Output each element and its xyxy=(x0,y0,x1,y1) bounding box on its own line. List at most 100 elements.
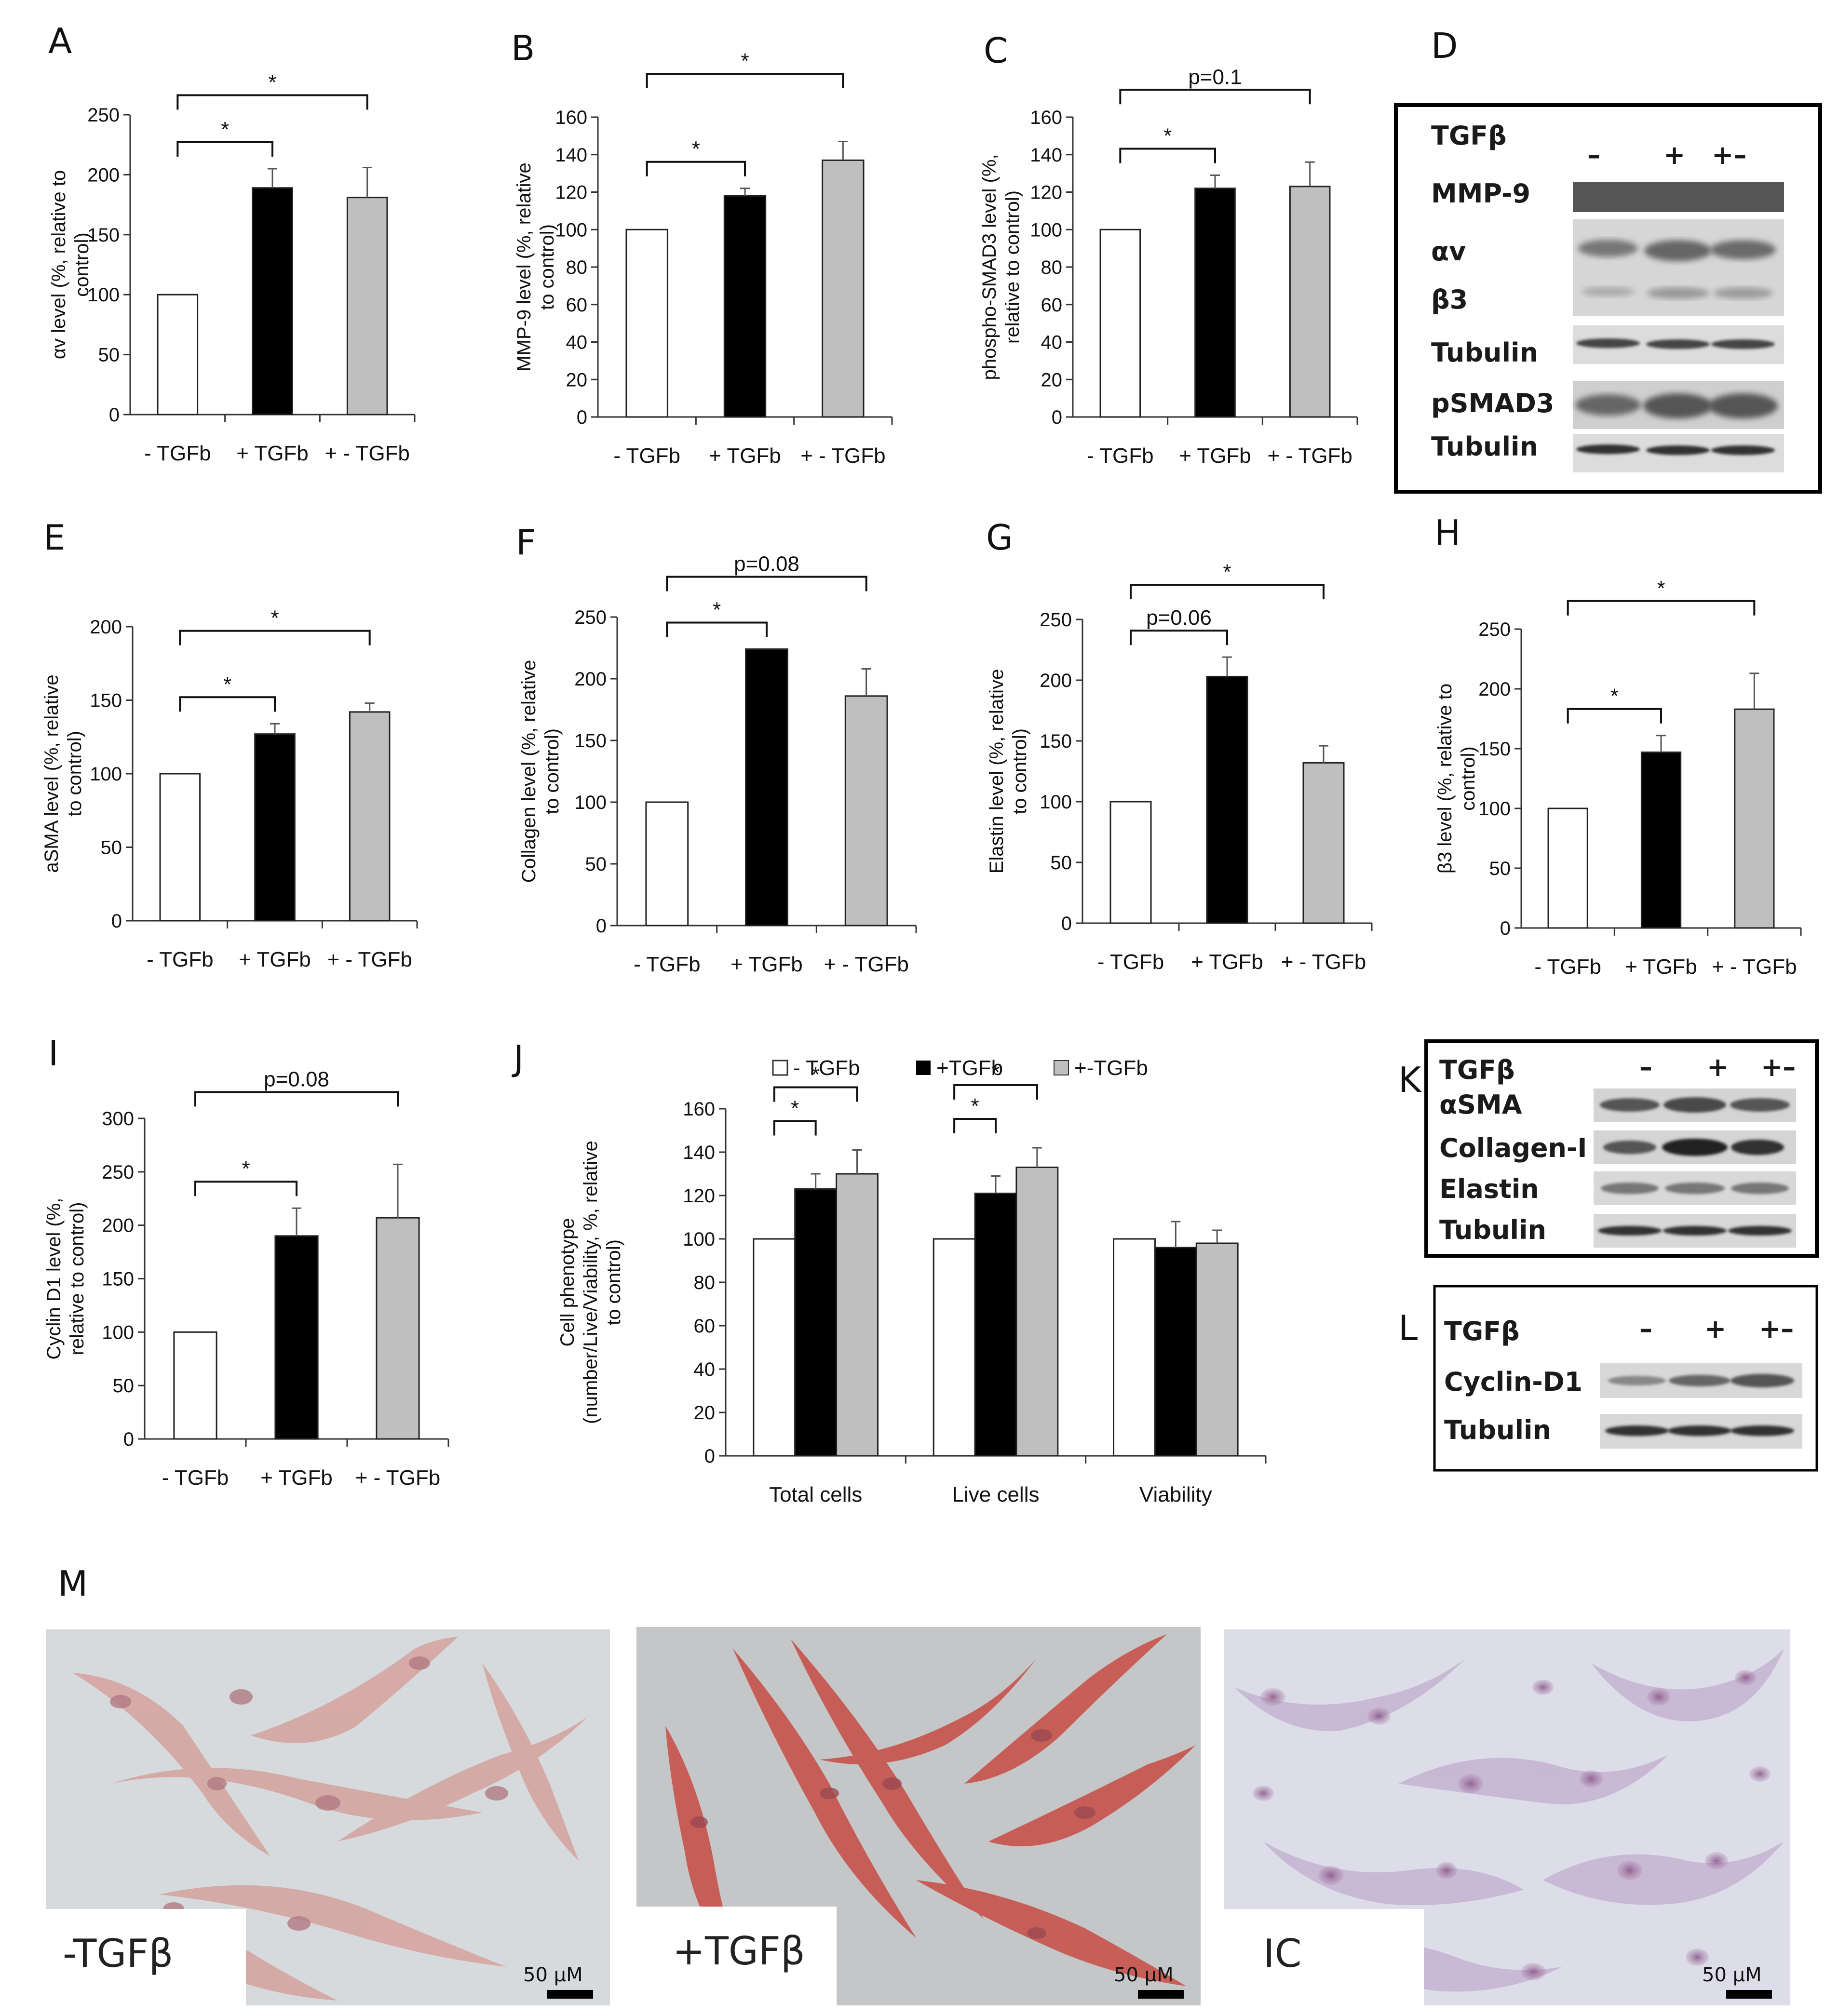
x-tick-label: Viability xyxy=(1139,1483,1212,1506)
bar xyxy=(753,1238,796,1457)
blot-k-frame xyxy=(1424,1039,1819,1258)
y-tick-label: 50 xyxy=(113,1375,135,1397)
x-tick-label: + - TGFb xyxy=(1267,444,1352,468)
y-axis-label-line: to control) xyxy=(541,728,563,814)
significance-label: p=0.1 xyxy=(1188,65,1242,89)
x-tick-label: + TGFb xyxy=(1179,444,1251,468)
western-blot-k: K TGFβ – + +– αSMA Collagen-I Elastin Tu… xyxy=(1398,1039,1819,1258)
x-tick-label: + TGFb xyxy=(1625,955,1697,979)
y-tick-label: 100 xyxy=(1040,792,1072,813)
y-axis-label-line: to control) xyxy=(537,224,558,310)
blot-d-lane-3: +– xyxy=(1712,140,1746,170)
bar xyxy=(1015,1167,1059,1457)
blot-l-lane-3: +– xyxy=(1759,1314,1794,1344)
y-tick-label: 100 xyxy=(87,284,120,306)
chart-c: C 0 20 40 60 80 100 120 140 160 phospho-SMAD3 leve… xyxy=(979,30,1358,468)
panel-label-m: M xyxy=(58,1563,88,1604)
bar xyxy=(274,1235,319,1440)
bar xyxy=(645,801,689,927)
y-tick-label: 120 xyxy=(683,1185,715,1207)
significance-label: * xyxy=(692,137,700,161)
y-tick-label: 20 xyxy=(1041,369,1063,390)
significance-label: * xyxy=(223,672,231,696)
significance-bracket xyxy=(773,1120,817,1136)
y-axis-label-line: Collagen level (%, relative xyxy=(518,660,540,883)
y-tick-label: 0 xyxy=(1052,407,1062,428)
y-tick-label: 50 xyxy=(98,345,120,366)
x-tick-label: + - TGFb xyxy=(824,953,908,976)
significance-bracket xyxy=(953,1084,1038,1100)
y-tick-label: 150 xyxy=(574,730,607,752)
chart-b: B 0 20 40 60 80 100 120 140 160 MMP-9 level (%, re… xyxy=(511,28,893,468)
blot-l-row-1: Cyclin-D1 xyxy=(1444,1367,1582,1397)
y-tick-label: 60 xyxy=(694,1316,716,1337)
y-axis-label: αv level (%, relative to control) xyxy=(48,170,93,359)
western-blot-l: L TGFβ – + +– Cyclin-D1 Tubulin xyxy=(1398,1285,1818,1472)
y-tick-label: 250 xyxy=(574,607,607,628)
y-tick-label: 160 xyxy=(1030,107,1062,128)
legend-label-minus: - TGFb xyxy=(793,1056,860,1080)
significance-bracket xyxy=(666,576,867,591)
significance-bracket xyxy=(1119,89,1311,105)
y-axis-label-line: control) xyxy=(1458,746,1479,810)
blot-d-row-6: Tubulin xyxy=(1431,431,1538,462)
y-tick-label: 0 xyxy=(704,1446,715,1467)
y-tick-label: 140 xyxy=(1030,145,1062,166)
significance-label: * xyxy=(791,1097,799,1120)
significance-bracket xyxy=(1567,708,1662,724)
significance-label: * xyxy=(270,606,279,630)
bar xyxy=(1154,1247,1197,1457)
y-axis-label-line: to control) xyxy=(64,731,85,817)
x-tick-label: + - TGFb xyxy=(800,444,885,468)
significance-label: * xyxy=(991,1061,1000,1084)
significance-bracket xyxy=(1130,630,1228,645)
bar xyxy=(1113,1238,1156,1457)
chart-g: G 0 50 100 150 200 250 Elastin level (%, relati… xyxy=(986,517,1373,974)
y-tick-label: 50 xyxy=(1051,852,1072,874)
y-tick-label: 50 xyxy=(1489,858,1511,879)
blot-l-frame xyxy=(1433,1285,1818,1472)
y-tick-label: 40 xyxy=(1041,332,1063,353)
y-axis-label: aSMA level (%, relative to control) xyxy=(41,674,85,873)
blot-k-row-2: Collagen-I xyxy=(1439,1133,1587,1163)
x-tick-label: + TGFb xyxy=(236,442,309,465)
y-tick-label: 50 xyxy=(585,854,607,875)
bar xyxy=(349,711,391,922)
micrographs-m: M -TGFβ 50 μM xyxy=(46,1563,1790,2005)
x-tick-label: Live cells xyxy=(952,1483,1040,1506)
y-tick-label: 120 xyxy=(555,182,587,203)
y-tick-label: 100 xyxy=(102,1322,134,1343)
significance-label: p=0.06 xyxy=(1146,606,1212,630)
scale-bar-label-3: 50 μM xyxy=(1702,1964,1762,1986)
bar xyxy=(933,1238,976,1457)
significance-bracket xyxy=(1119,148,1216,163)
significance-label: * xyxy=(242,1157,250,1181)
bar xyxy=(625,228,668,418)
panel-label-k: K xyxy=(1398,1060,1422,1100)
bar xyxy=(157,294,199,416)
scale-bar-1 xyxy=(547,1990,593,1999)
blot-d-strips xyxy=(1573,182,1784,472)
bar xyxy=(254,733,296,922)
x-tick-label: + TGFb xyxy=(260,1466,333,1490)
panel-label-g: G xyxy=(986,517,1013,558)
y-tick-label: 20 xyxy=(566,369,588,390)
y-axis-label: phospho-SMAD3 level (%, relative to contr… xyxy=(979,154,1023,380)
blot-l-strips xyxy=(1600,1363,1802,1449)
significance-bracket xyxy=(176,141,273,157)
y-axis-label-line: relative to control) xyxy=(67,1202,88,1356)
bar xyxy=(822,159,865,418)
y-axis-label-line: Cell phenotype xyxy=(557,1218,578,1347)
micrograph-ic: IC 50 μM xyxy=(1224,1629,1790,2005)
blot-k-lane-2: + xyxy=(1707,1052,1729,1082)
legend-label-plusminus: +-TGFb xyxy=(1074,1056,1148,1080)
y-axis-label: β3 level (%, relative to control) xyxy=(1434,684,1479,874)
y-tick-label: 250 xyxy=(1040,609,1072,631)
bar xyxy=(1734,708,1775,929)
y-tick-label: 150 xyxy=(90,690,122,712)
y-tick-label: 100 xyxy=(574,792,607,813)
micrograph-label-2: +TGFβ xyxy=(673,1929,805,1974)
y-tick-label: 100 xyxy=(683,1229,715,1250)
significance-label: * xyxy=(268,70,276,94)
y-tick-label: 80 xyxy=(1041,257,1063,278)
